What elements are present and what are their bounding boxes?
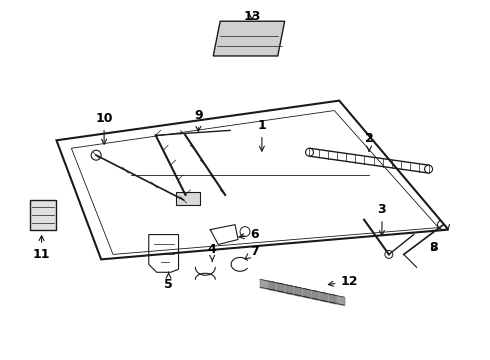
Text: 4: 4 [208,243,217,261]
Circle shape [425,165,433,173]
Text: 13: 13 [243,10,261,23]
Text: 11: 11 [33,235,50,261]
Text: 9: 9 [194,109,203,131]
Polygon shape [213,21,285,56]
Text: 6: 6 [239,228,259,241]
Text: 8: 8 [429,241,438,254]
Text: 3: 3 [378,203,386,235]
Circle shape [306,148,314,156]
Text: 2: 2 [365,132,373,151]
Text: 7: 7 [245,245,259,259]
Text: 12: 12 [328,275,358,288]
Text: 10: 10 [96,112,113,144]
Polygon shape [175,192,200,205]
Text: 1: 1 [257,119,266,151]
Text: 5: 5 [164,272,173,291]
Polygon shape [30,200,56,230]
